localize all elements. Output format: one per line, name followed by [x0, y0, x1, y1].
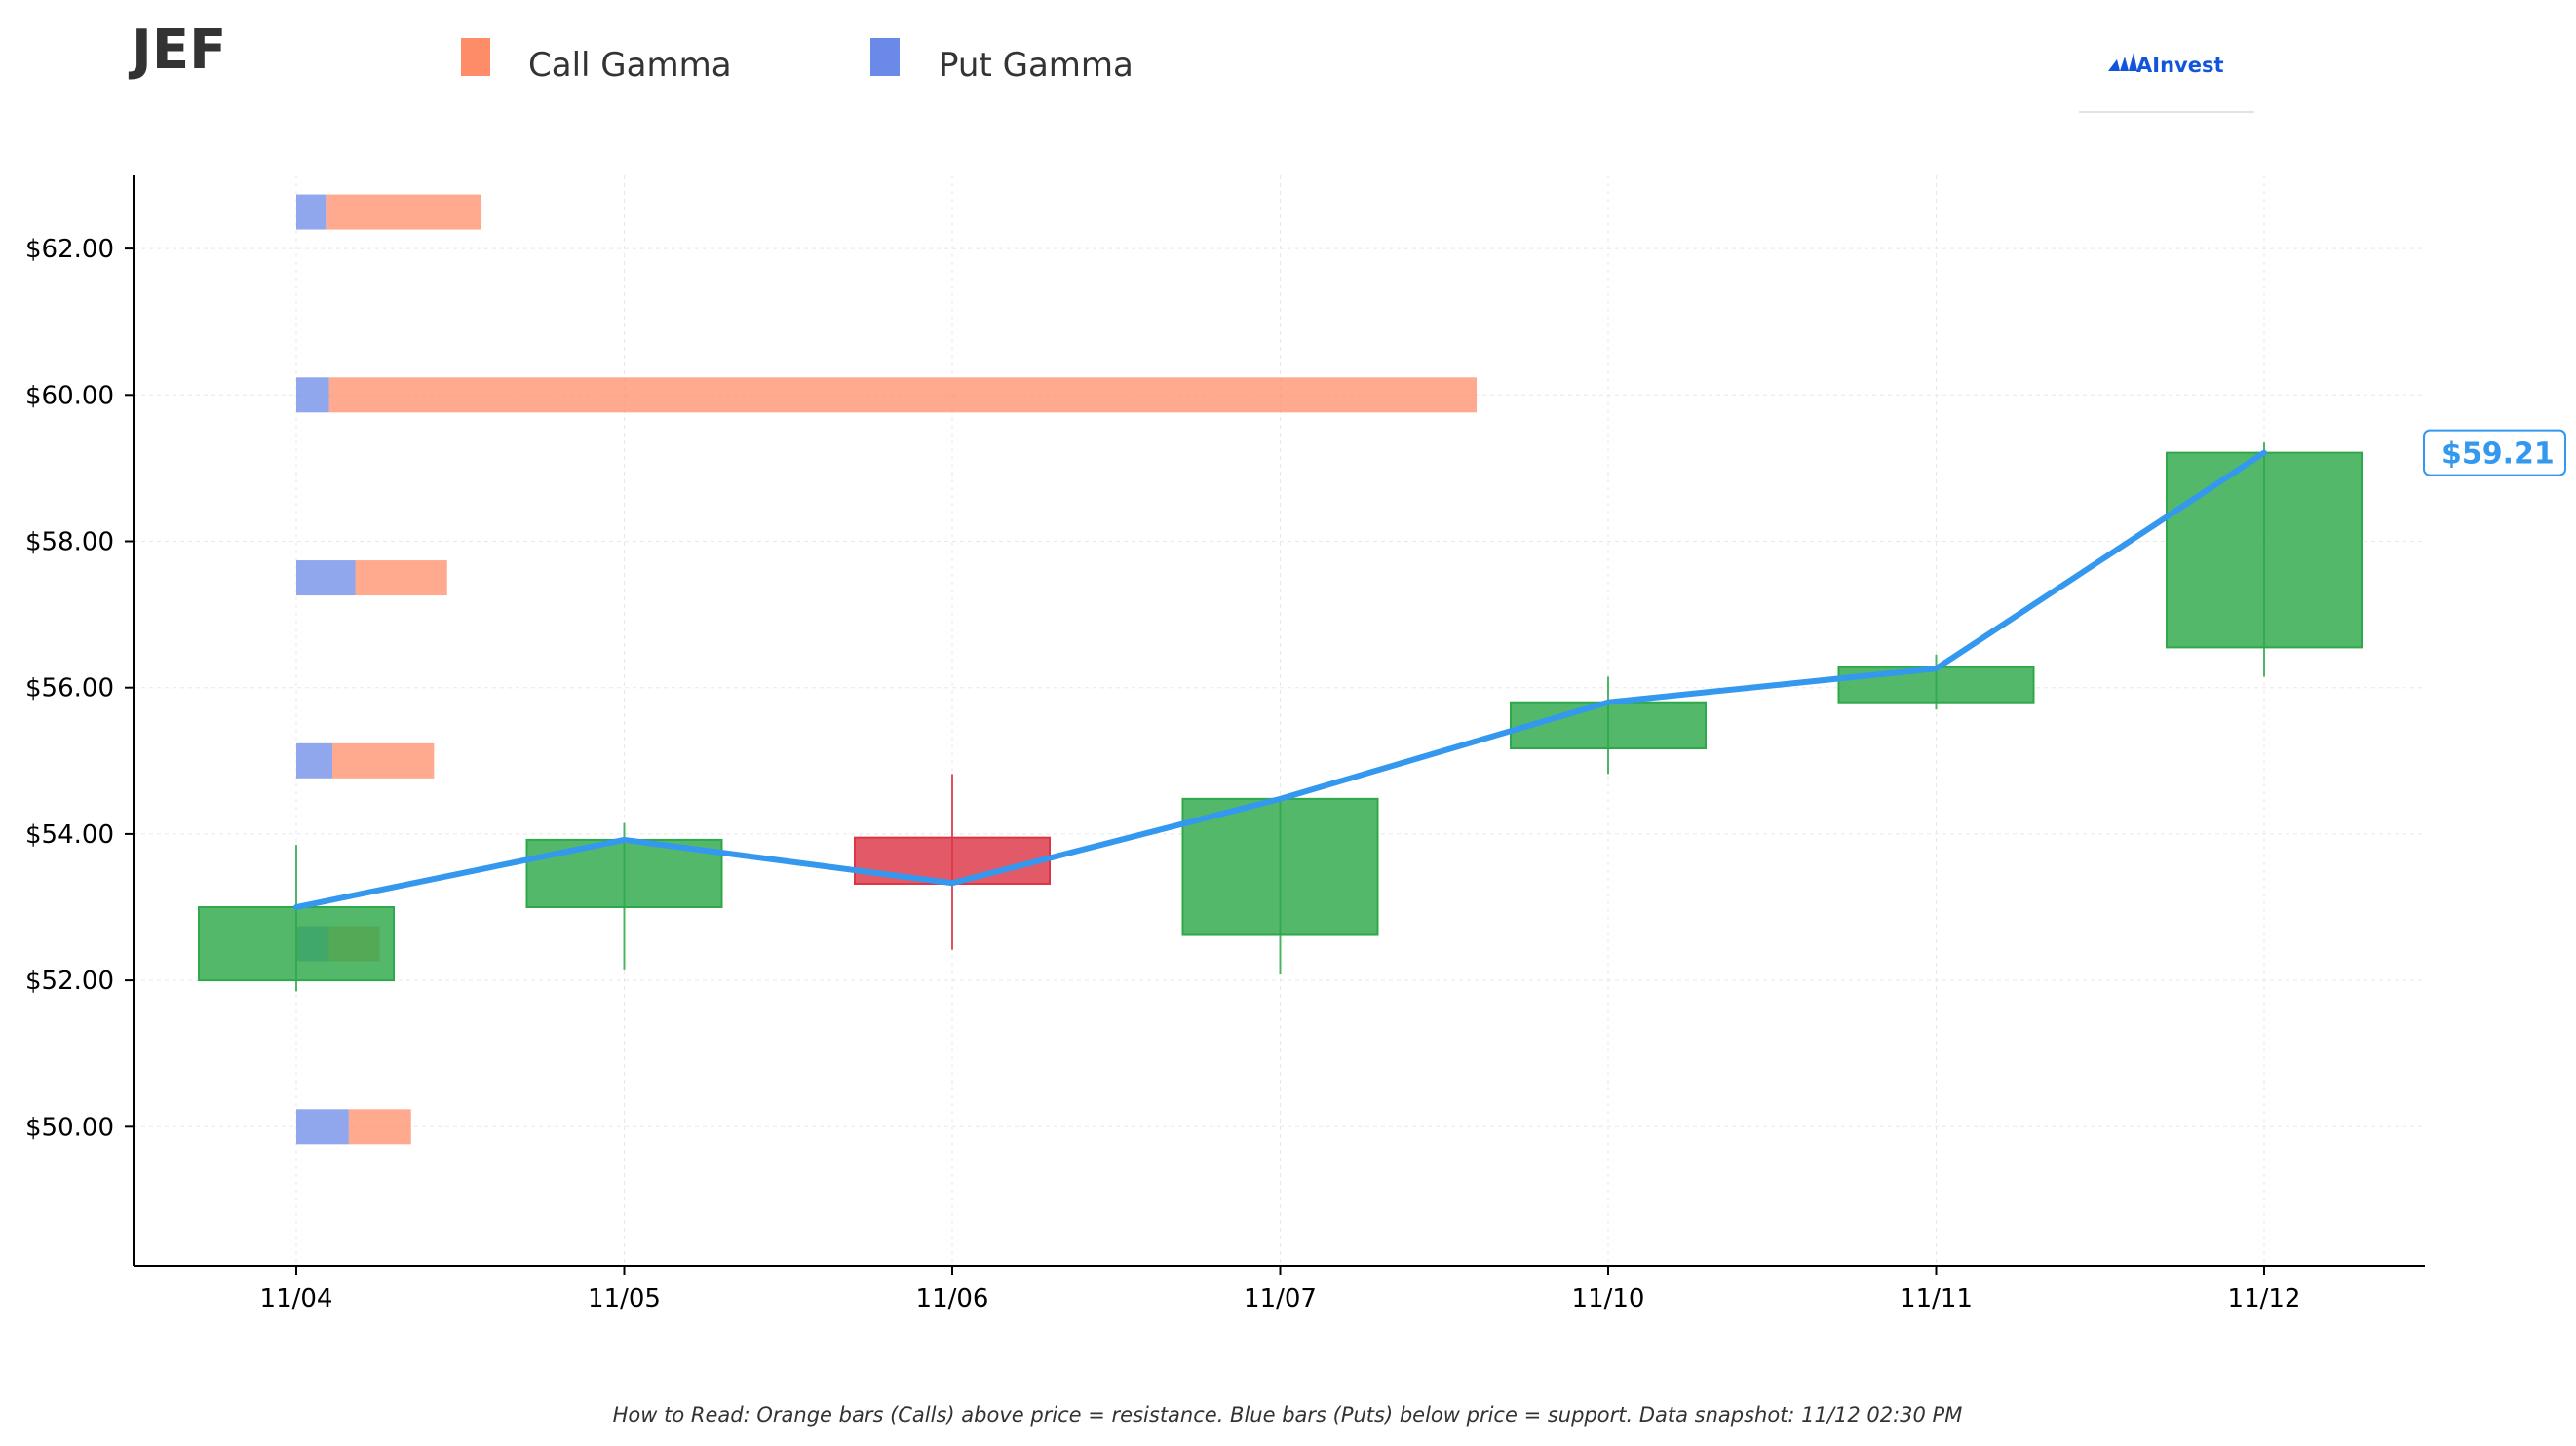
legend-put-swatch	[870, 38, 900, 76]
put-gamma-bar	[296, 560, 356, 596]
call-gamma-bar	[328, 377, 1478, 413]
y-tick-label: $54.00	[25, 820, 114, 850]
call-gamma-bar	[326, 194, 482, 230]
y-tick-label: $58.00	[25, 528, 114, 557]
x-axis-ticks: 11/04 11/05 11/06 11/07 11/10 11/11 11/12	[260, 1266, 2301, 1313]
y-tick-label: $62.00	[25, 235, 114, 264]
axes	[133, 175, 2425, 1267]
y-tick-label: $50.00	[25, 1113, 114, 1142]
call-gamma-bar	[332, 742, 435, 779]
y-tick-label: $60.00	[25, 381, 114, 410]
close-line	[293, 449, 2267, 911]
current-price-label: $59.21	[2441, 438, 2555, 472]
candle-body	[1510, 701, 1707, 750]
call-gamma-bar	[355, 560, 447, 596]
candle-body	[2166, 451, 2363, 649]
ainvest-logo: AInvest	[2079, 53, 2254, 113]
footnote: How to Read: Orange bars (Calls) above p…	[613, 1403, 1963, 1427]
y-axis-ticks: $50.00 $52.00 $54.00 $56.00 $58.00 $60.00 $62.…	[25, 235, 134, 1142]
put-gamma-bar	[296, 194, 327, 230]
put-gamma-bar	[296, 742, 333, 779]
y-tick-label: $52.00	[25, 967, 114, 996]
current-price-box	[2423, 429, 2566, 476]
candle-body	[1837, 666, 2035, 704]
x-tick-label: 11/06	[916, 1284, 989, 1313]
y-tick-label: $56.00	[25, 674, 114, 704]
grid	[134, 175, 2425, 1266]
candle-body	[1181, 797, 1379, 936]
legend-call-swatch	[461, 38, 490, 76]
close-price-line	[293, 449, 2267, 911]
call-gamma-bar	[348, 1109, 411, 1145]
x-tick-label: 11/07	[1244, 1284, 1317, 1313]
chart-title: JEF	[128, 19, 226, 82]
x-tick-label: 11/12	[2228, 1284, 2301, 1313]
candle-body	[198, 906, 395, 982]
logo-text: AInvest	[2136, 54, 2224, 77]
gamma-bars	[296, 194, 1478, 1145]
x-tick-label: 11/10	[1572, 1284, 1645, 1313]
legend-put-label: Put Gamma	[939, 46, 1134, 85]
logo-mark-icon	[2108, 53, 2137, 71]
x-tick-label: 11/05	[588, 1284, 661, 1313]
put-gamma-bar	[296, 1109, 349, 1145]
legend: Call Gamma Put Gamma	[461, 38, 1134, 85]
x-tick-label: 11/11	[1900, 1284, 1973, 1313]
x-tick-label: 11/04	[260, 1284, 333, 1313]
current-price-tag: $59.21	[2423, 429, 2566, 476]
legend-call-label: Call Gamma	[528, 46, 732, 85]
put-gamma-bar	[296, 377, 329, 413]
